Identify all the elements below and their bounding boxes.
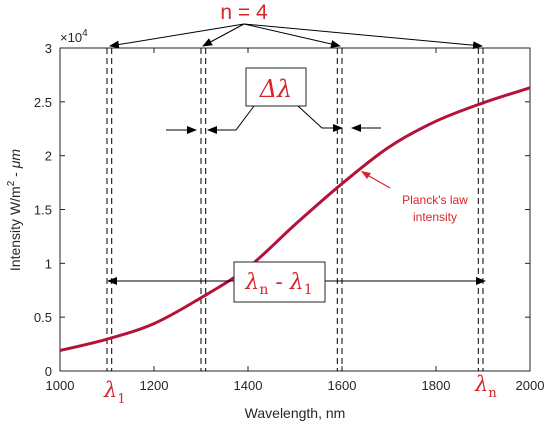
- dashed-wavelength-lines: [106, 48, 484, 371]
- y-tick-label: 0: [45, 364, 52, 379]
- y-tick-label: 2: [45, 149, 52, 164]
- delta-arrow-right-inner: [297, 105, 343, 132]
- x-tick-label: 2000: [516, 378, 545, 393]
- delta-arrow-left-inner: [207, 105, 255, 134]
- y-ticks: 0 0.5 1 1.5 2 2.5 3: [34, 41, 530, 379]
- delta-lambda-arrows: [166, 105, 381, 134]
- y-tick-label: 3: [45, 41, 52, 56]
- n-arrow-2: [202, 23, 245, 47]
- x-tick-label: 1600: [328, 378, 357, 393]
- y-tick-label: 1.5: [34, 203, 52, 218]
- lambda-n-label: λn: [474, 372, 497, 401]
- curve-note-line2: intensity: [413, 210, 457, 224]
- x-ticks: 1000 1200 1400 1600 1800 2000: [46, 48, 545, 393]
- n-arrows: [109, 23, 483, 50]
- span-label: λn - λ1: [244, 270, 312, 298]
- curve-note-line1: Planck's law: [402, 193, 468, 207]
- n-label: n = 4: [220, 1, 268, 24]
- delta-lambda-label: Δλ: [259, 75, 293, 103]
- y-tick-label: 0.5: [34, 310, 52, 325]
- y-tick-label: 1: [45, 256, 52, 271]
- x-tick-label: 1200: [140, 378, 169, 393]
- planck-curve: [59, 86, 531, 352]
- n-arrow-3: [243, 23, 341, 48]
- x-tick-label: 1000: [46, 378, 75, 393]
- x-tick-label: 1400: [234, 378, 263, 393]
- span-box: [233, 261, 326, 303]
- x-axis-label: Wavelength, nm: [245, 405, 346, 421]
- lambda-1-label: λ1: [103, 378, 126, 407]
- curve-note-arrowhead: [361, 171, 371, 179]
- y-exponent-label: ×104: [60, 28, 88, 45]
- delta-lambda-box: [245, 67, 307, 107]
- x-tick-label: 1800: [422, 378, 451, 393]
- n-arrow-1: [109, 23, 245, 49]
- n-arrow-4: [243, 23, 483, 50]
- y-tick-label: 2.5: [34, 95, 52, 110]
- y-axis-label: Intensity W/m2 - μm: [6, 149, 23, 271]
